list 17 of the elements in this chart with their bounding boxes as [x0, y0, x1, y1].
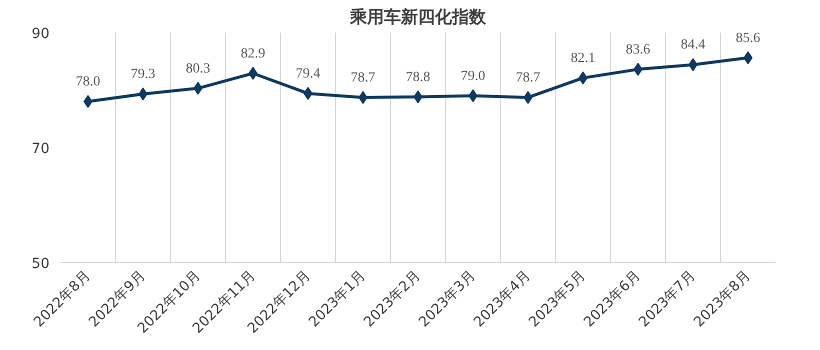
- data-label: 83.6: [626, 42, 650, 58]
- data-label: 82.9: [240, 46, 266, 62]
- y-tick-label: 90: [32, 26, 50, 42]
- y-tick-label: 70: [32, 141, 50, 157]
- data-label: 78.8: [406, 70, 430, 85]
- data-label: 79.0: [460, 68, 486, 84]
- data-label: 79.3: [130, 67, 156, 82]
- data-label: 84.4: [680, 38, 706, 53]
- data-label: 79.4: [296, 66, 320, 82]
- data-label: 78.0: [76, 74, 100, 90]
- data-label: 85.6: [736, 30, 760, 46]
- data-label: 78.7: [350, 70, 376, 86]
- y-tick-label: 50: [32, 256, 50, 272]
- chart-title: 乘用车新四化指数: [349, 8, 487, 28]
- data-label: 78.7: [516, 70, 540, 86]
- data-label: 82.1: [570, 50, 596, 66]
- data-label: 80.3: [186, 61, 210, 76]
